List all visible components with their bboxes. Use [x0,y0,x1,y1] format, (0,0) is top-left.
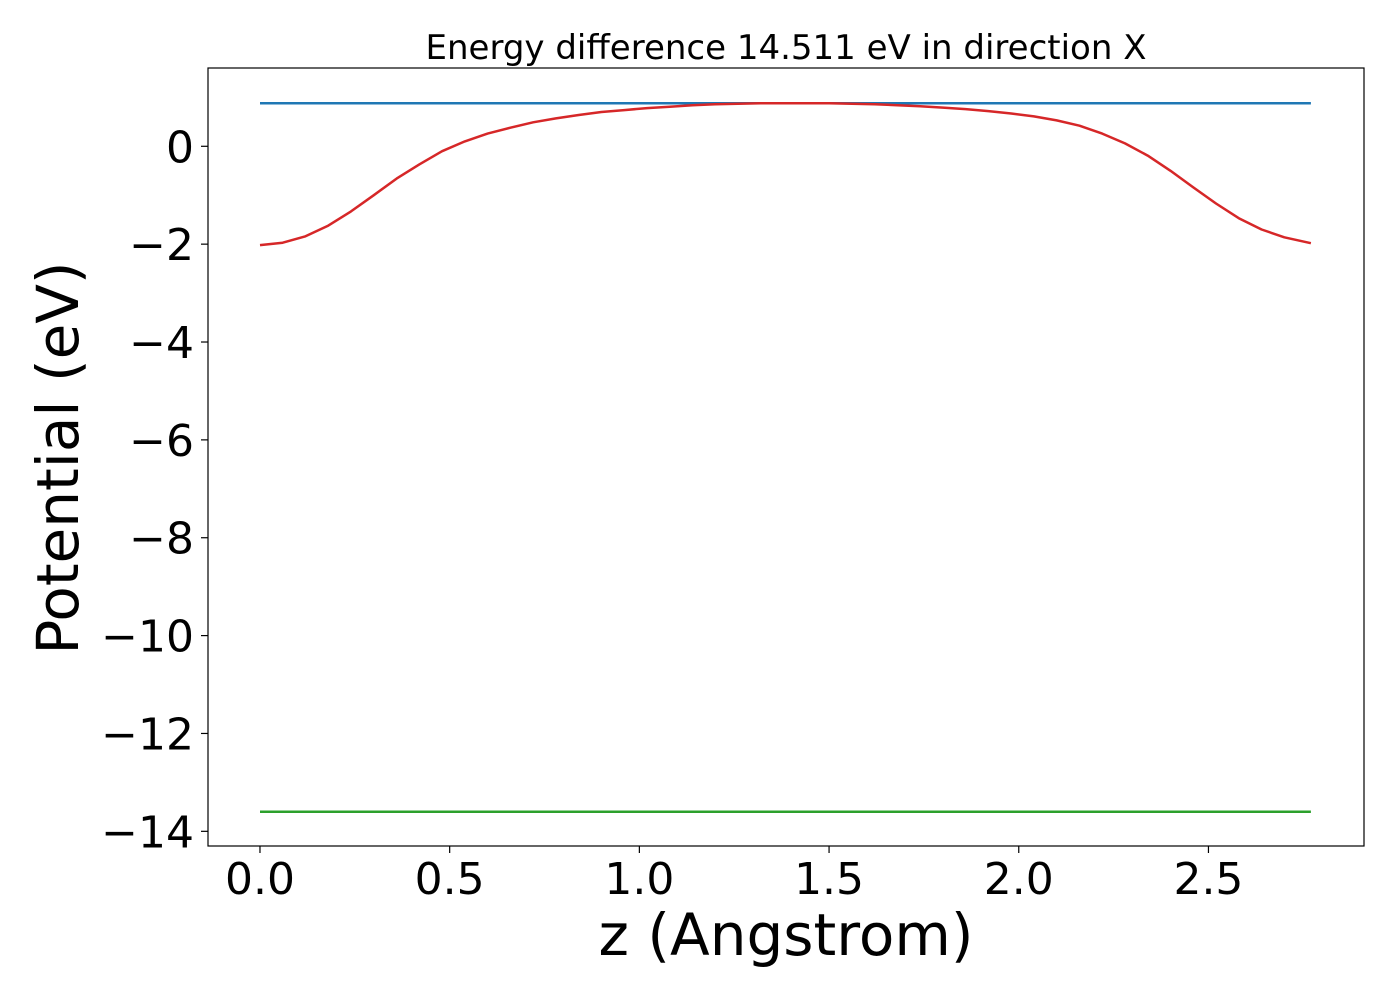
x-tick-label-3: 1.5 [794,854,864,905]
y-tick-label-2: −4 [129,318,194,369]
y-tick-label-4: −8 [129,514,194,565]
y-tick-label-6: −12 [101,709,194,760]
x-axis-label: z (Angstrom) [599,901,974,969]
series-line-3 [259,101,1312,247]
x-tick-label-4: 2.0 [984,854,1054,905]
y-tick-label-7: −14 [101,807,194,858]
x-tick-label-1: 0.5 [415,854,485,905]
y-tick-label-1: −2 [129,220,194,271]
y-tick-label-5: −10 [101,612,194,663]
y-tick-label-3: −6 [129,416,194,467]
x-tick-label-2: 1.0 [604,854,674,905]
y-axis-label: Potential (eV) [24,261,92,654]
x-tick-label-5: 2.5 [1173,854,1243,905]
plot-frame [207,67,1365,847]
plot-area: 0.0 0.5 1.0 1.5 2.0 2.5 0 −2 −4 −6 −8 −10 −12 −14 [101,67,1365,905]
x-tick-label-0: 0.0 [225,854,295,905]
chart-title: Energy difference 14.511 eV in direction… [426,28,1147,68]
y-tick-label-0: 0 [166,122,194,173]
